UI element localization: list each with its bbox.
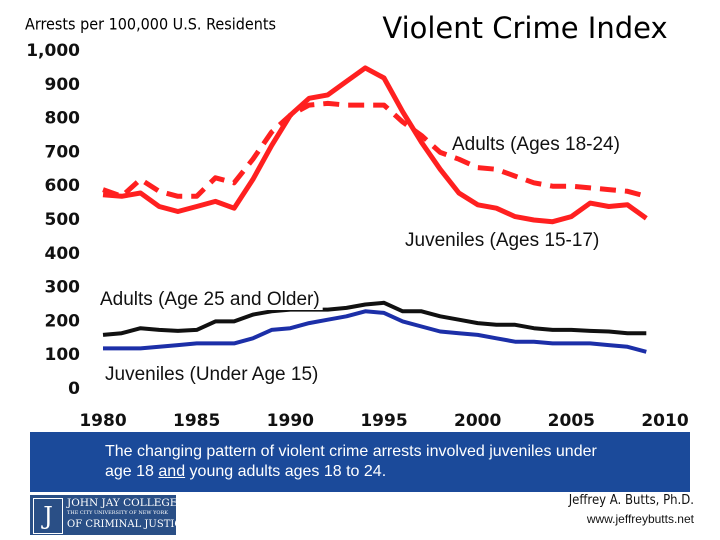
y-tick-label: 100 <box>45 345 81 365</box>
logo-text: THE CITY UNIVERSITY OF NEW YORK <box>67 510 168 516</box>
series-label: Juveniles (Ages 15-17) <box>405 230 599 251</box>
y-tick-label: 300 <box>45 278 81 298</box>
series-label-bg <box>449 134 623 156</box>
series-label-bg <box>97 289 323 311</box>
y-tick-label: 700 <box>45 142 81 162</box>
x-tick-label: 1990 <box>267 411 314 430</box>
logo-text: JOHN JAY COLLEGE <box>67 497 178 509</box>
series-label: Juveniles (Under Age 15) <box>105 364 318 385</box>
y-tick-label: 600 <box>45 176 81 196</box>
caption-box: The changing pattern of violent crime ar… <box>30 432 690 492</box>
logo: J JOHN JAY COLLEGE THE CITY UNIVERSITY O… <box>30 495 189 535</box>
series-line <box>103 309 647 354</box>
series-label: Adults (Ages 18-24) <box>452 134 620 155</box>
x-tick-label: 2005 <box>548 411 595 430</box>
x-tick-label: 2010 <box>641 411 688 430</box>
y-tick-label: 500 <box>45 210 81 230</box>
logo-text: OF CRIMINAL JUSTICE <box>67 519 190 530</box>
caption-emphasis: and <box>158 463 186 480</box>
y-tick-label: 1,000 <box>26 41 80 61</box>
x-tick-label: 1985 <box>173 411 220 430</box>
series-line <box>102 100 647 199</box>
series-label: Adults (Age 25 and Older) <box>100 289 320 310</box>
author: Jeffrey A. Butts, Ph.D. <box>568 493 694 508</box>
x-tick-label: 2000 <box>454 411 501 430</box>
series-line <box>102 300 647 337</box>
y-tick-label: 400 <box>45 244 81 264</box>
caption: young adults ages 18 to 24. <box>185 463 387 480</box>
y-tick-label: 900 <box>45 75 81 95</box>
chart: Arrests per 100,000 U.S. Residents Viole… <box>25 11 689 430</box>
url: www.jeffreybutts.net <box>586 512 694 526</box>
y-tick-label: 200 <box>45 311 81 331</box>
series-label-bg <box>102 364 322 386</box>
chart-title: Violent Crime Index <box>382 11 667 45</box>
series-line <box>102 65 648 225</box>
y-axis-label: Arrests per 100,000 U.S. Residents <box>25 15 276 34</box>
x-tick-label: 1980 <box>79 411 126 430</box>
caption: The changing pattern of violent crime ar… <box>105 443 597 480</box>
y-tick-label: 0 <box>68 379 80 399</box>
series-label-bg <box>402 230 603 252</box>
logo-mark: J <box>33 498 63 534</box>
y-tick-label: 800 <box>45 109 81 129</box>
x-tick-label: 1995 <box>360 411 407 430</box>
